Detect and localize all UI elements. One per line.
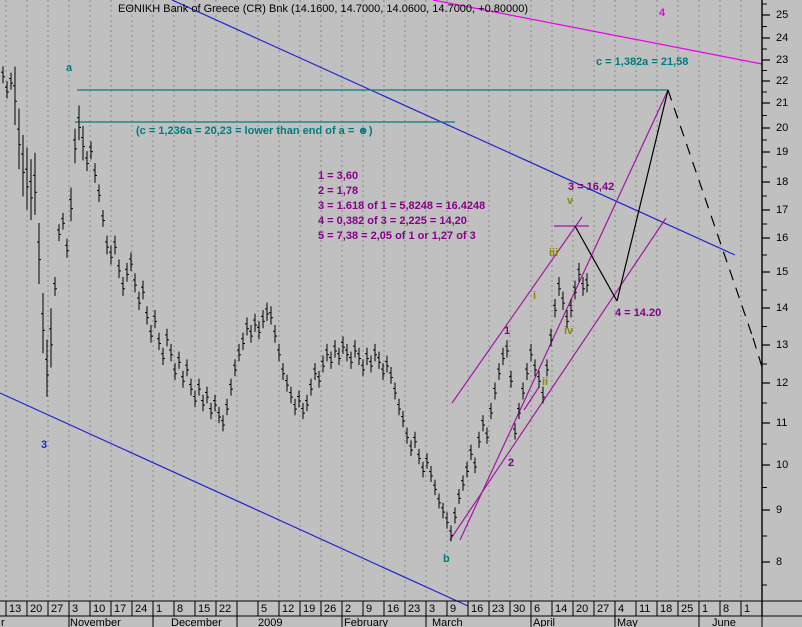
blue-downtrend-upper[interactable] xyxy=(171,0,736,256)
wedge-mini-segment[interactable] xyxy=(523,386,540,411)
magenta-long-downtrend[interactable] xyxy=(432,0,763,65)
wedge-projection-to-peak[interactable] xyxy=(459,89,669,541)
wave-path-solid[interactable] xyxy=(574,225,618,302)
wedge-upper-channel[interactable] xyxy=(451,216,583,404)
wedge-lower-channel[interactable] xyxy=(449,217,667,541)
wave-path-solid[interactable] xyxy=(616,89,669,302)
decline-projection-dashed[interactable] xyxy=(667,89,754,339)
blue-downtrend-lower[interactable] xyxy=(0,392,469,607)
decline-projection-dashed[interactable] xyxy=(752,337,763,368)
